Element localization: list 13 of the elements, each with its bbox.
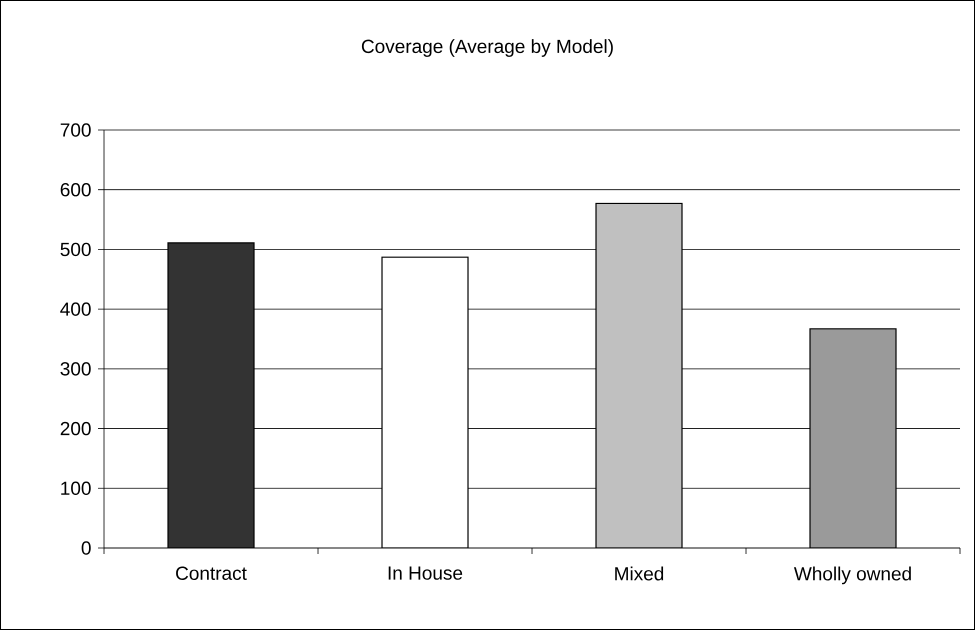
y-tick-label: 400	[60, 302, 91, 316]
y-tick-label: 600	[60, 182, 91, 196]
y-tick-label: 200	[60, 422, 91, 436]
y-tick-label: 500	[60, 242, 91, 256]
y-tick-label: 100	[61, 482, 91, 495]
x-tick-label: Contract	[176, 566, 247, 580]
x-tick-label: In House	[388, 566, 462, 580]
y-tick-label: 700	[60, 123, 91, 137]
chart-title: Coverage (Average by Model)	[362, 39, 613, 57]
y-tick-label: 300	[60, 362, 91, 376]
y-tick-label: 0	[82, 541, 91, 555]
x-tick-label: Mixed	[615, 566, 664, 580]
x-tick-label: Wholly owned	[794, 566, 911, 584]
